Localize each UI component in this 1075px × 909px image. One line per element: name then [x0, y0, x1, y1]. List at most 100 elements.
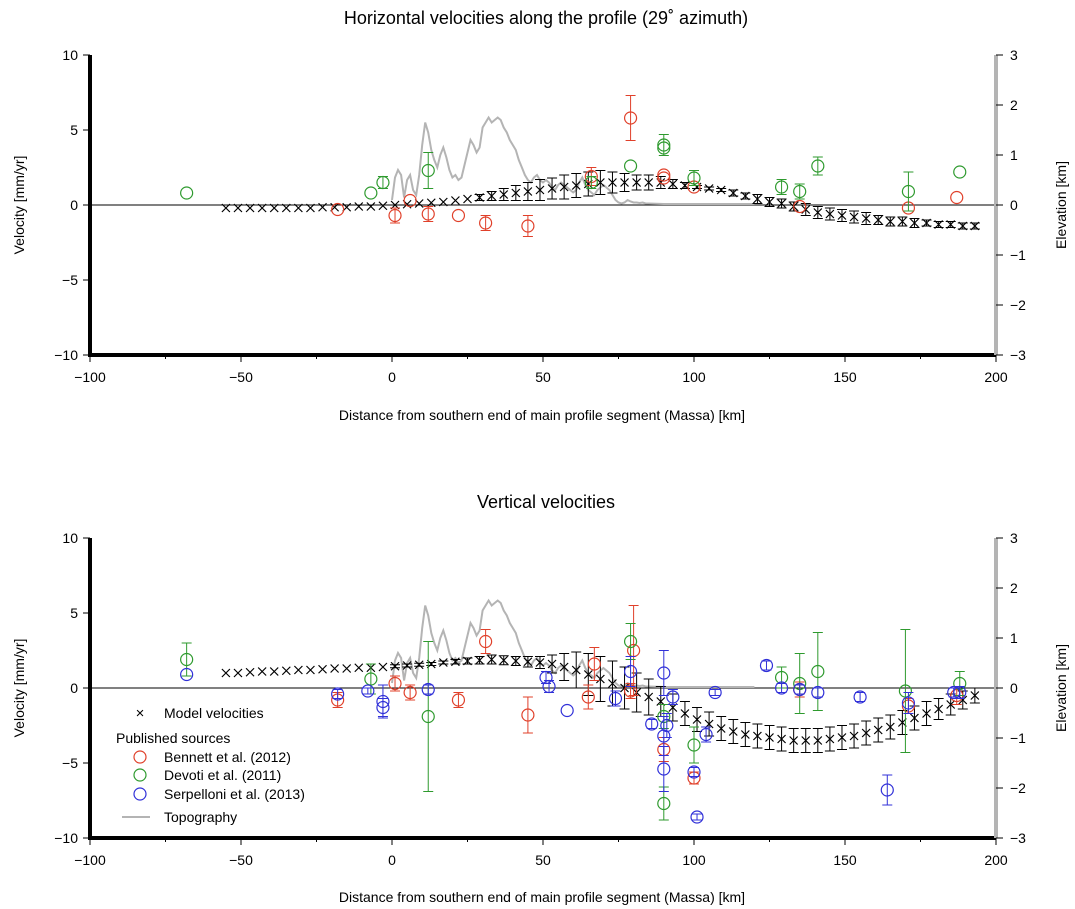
data-point	[403, 193, 417, 208]
model-point	[306, 203, 315, 213]
model-point	[801, 736, 811, 745]
data-point	[657, 171, 671, 185]
series-bennett	[331, 95, 964, 237]
model-point	[511, 188, 521, 198]
model-point	[849, 212, 859, 222]
y2-tick-label: −2	[1010, 780, 1026, 796]
model-point	[426, 198, 436, 208]
series-devoti	[180, 134, 967, 212]
model-point	[885, 722, 895, 732]
model-point	[765, 197, 774, 207]
model-point	[728, 727, 738, 736]
data-point	[421, 207, 435, 221]
data-point	[811, 664, 825, 679]
y2-tick-label: 2	[1010, 580, 1018, 596]
series-model	[221, 170, 980, 231]
model-point	[499, 655, 509, 665]
y-tick-label: −5	[62, 755, 78, 771]
vertical-velocity-panel: Vertical velocities Distance from southe…	[11, 492, 1069, 905]
model-point	[438, 197, 448, 207]
model-point	[583, 670, 593, 679]
model-point	[511, 656, 521, 666]
x-tick-label: 0	[388, 852, 396, 868]
model-point	[523, 187, 533, 196]
data-point	[331, 687, 345, 701]
legend-marker-bennett	[133, 750, 147, 764]
y-tick-label: 0	[70, 680, 78, 696]
legend: × Model velocities Published sources Ben…	[116, 705, 305, 825]
y2-tick-label: 0	[1010, 680, 1018, 696]
data-point	[542, 679, 556, 694]
model-point	[873, 725, 883, 735]
model-point	[318, 202, 327, 212]
model-point	[499, 190, 509, 199]
model-point	[559, 182, 569, 192]
data-point	[364, 186, 378, 200]
model-point	[970, 221, 980, 231]
data-point	[811, 685, 825, 700]
model-point	[221, 203, 231, 213]
data-point	[657, 141, 671, 155]
y-tick-label: 5	[70, 122, 78, 138]
model-point	[402, 661, 412, 670]
legend-marker-model: ×	[136, 705, 145, 722]
model-point	[644, 178, 654, 187]
legend-entry-serpelloni: Serpelloni et al. (2013)	[164, 786, 305, 802]
data-point	[901, 696, 916, 710]
data-point	[479, 216, 493, 230]
x-tick-label: 0	[388, 369, 396, 385]
data-point	[657, 762, 671, 776]
model-point	[450, 196, 460, 205]
data-point	[539, 670, 553, 685]
model-point	[716, 724, 726, 733]
model-point	[922, 709, 931, 718]
model-point	[813, 208, 823, 217]
model-point	[813, 736, 823, 745]
data-point	[880, 783, 894, 797]
data-point	[898, 684, 913, 698]
model-point	[342, 664, 352, 673]
data-point	[451, 208, 466, 223]
data-point	[623, 634, 638, 649]
model-point	[668, 179, 678, 189]
x-tick-label: −100	[74, 369, 106, 385]
data-point	[901, 184, 916, 199]
model-point	[595, 674, 605, 684]
series-model	[221, 651, 980, 753]
data-point	[657, 796, 671, 811]
model-point	[861, 214, 871, 223]
data-point	[657, 168, 671, 182]
data-point	[774, 180, 789, 194]
data-point	[388, 676, 402, 691]
x-tick-label: 100	[682, 852, 706, 868]
data-point	[376, 175, 390, 190]
model-point	[825, 734, 835, 744]
y2-axis-label: Elevation [km]	[1053, 644, 1069, 732]
model-point	[934, 220, 944, 229]
model-point	[632, 178, 642, 187]
model-point	[595, 178, 605, 187]
model-point	[475, 193, 485, 202]
data-point	[645, 717, 659, 731]
y-tick-label: 10	[62, 530, 78, 546]
data-point	[388, 208, 402, 223]
y-axis-label: Velocity [mm/yr]	[11, 156, 27, 255]
horizontal-velocity-panel: Horizontal velocities along the profile …	[11, 8, 1069, 423]
x-tick-label: 200	[984, 852, 1008, 868]
model-point	[293, 203, 303, 213]
y2-tick-label: −1	[1010, 730, 1026, 746]
data-point	[361, 684, 375, 698]
model-point	[728, 188, 738, 198]
data-point	[623, 111, 638, 125]
model-point	[740, 730, 750, 739]
model-point	[861, 728, 871, 738]
y2-tick-label: 2	[1010, 97, 1018, 113]
data-point	[660, 718, 674, 733]
model-point	[366, 202, 376, 211]
model-point	[958, 221, 968, 231]
model-point	[704, 184, 714, 193]
legend-entry-devoti: Devoti et al. (2011)	[164, 767, 281, 783]
model-point	[281, 203, 291, 213]
